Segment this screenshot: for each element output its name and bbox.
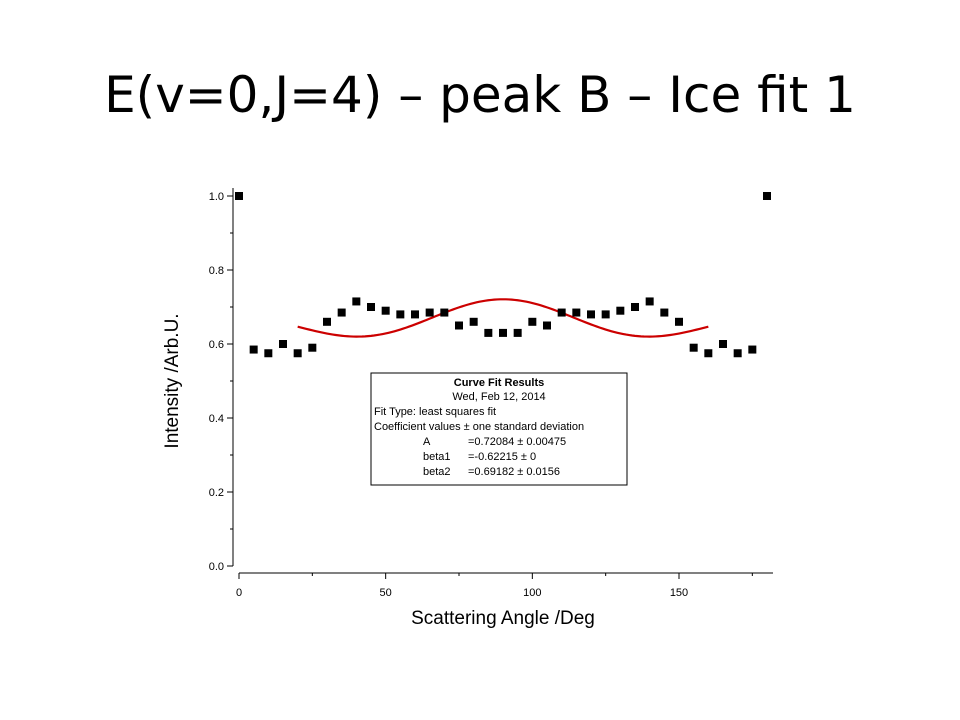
fit-box-fit-type: Fit Type: least squares fit [374,406,496,418]
data-point [587,310,595,319]
data-point [235,192,243,200]
data-point [279,340,287,348]
data-points [235,192,771,358]
data-point [308,343,317,352]
fit-box-date: Wed, Feb 12, 2014 [452,391,545,403]
data-point [352,297,361,306]
data-point [249,345,258,354]
curve-fit-results-box: Curve Fit Results Wed, Feb 12, 2014 Fit … [370,372,628,486]
data-point [469,317,478,326]
coef-name-beta1: beta1 [423,451,451,463]
data-point [425,308,434,317]
data-point [689,343,698,352]
data-point [484,328,493,337]
data-point [719,340,727,348]
data-point [411,310,419,319]
data-point [733,349,742,358]
y-tick-label: 0.4 [209,413,224,425]
data-point [645,297,654,306]
x-ticks: 0 50 100 150 [236,573,753,599]
coef-value-a: =0.72084 ± 0.00475 [468,436,566,448]
data-point [367,303,375,311]
x-tick-label: 50 [380,587,392,599]
fit-curve-group [297,298,709,338]
data-point [572,308,581,317]
data-point [557,308,566,317]
y-tick-label: 0.0 [209,561,224,573]
x-tick-label: 100 [523,587,541,599]
fit-box-coefficients-header: Coefficient values ± one standard deviat… [374,421,584,433]
data-point [601,310,610,319]
data-point [337,308,346,317]
data-point [528,317,537,326]
fit-curve [297,298,709,338]
data-point [264,349,273,358]
data-point [616,306,625,315]
data-point [675,317,683,326]
y-tick-label: 0.8 [209,265,224,277]
data-point [513,328,522,337]
data-point [660,308,669,317]
chart-axes: 0.0 0.2 0.4 0.6 0.8 1.0 0 50 100 150 [209,188,773,599]
data-point [748,345,757,354]
fit-box-heading: Curve Fit Results [454,377,544,389]
y-axis-title: Intensity /Arb.U. [162,313,183,448]
data-point [381,306,390,315]
data-point [763,192,771,200]
coef-value-beta1: =-0.62215 ± 0 [468,451,536,463]
data-point [455,321,463,330]
coef-name-beta2: beta2 [423,466,451,478]
fit-box-border [370,372,628,486]
data-point [631,303,639,311]
coef-value-beta2: =0.69182 ± 0.0156 [468,466,560,478]
y-tick-label: 0.2 [209,487,224,499]
y-tick-label: 1.0 [209,191,224,203]
data-point [499,328,507,337]
data-point [396,310,405,319]
data-point [293,349,302,358]
coef-name-a: A [423,436,431,448]
x-tick-label: 0 [236,587,242,599]
x-axis-title: Scattering Angle /Deg [411,608,595,629]
data-point [543,321,551,330]
x-tick-label: 150 [670,587,688,599]
y-ticks: 0.0 0.2 0.4 0.6 0.8 1.0 [209,191,233,573]
data-point [440,308,449,317]
data-point [323,317,331,326]
slide-title: E(v=0,J=4) – peak B – Ice fit 1 [104,66,856,124]
y-tick-label: 0.6 [209,339,224,351]
data-point [704,349,713,358]
